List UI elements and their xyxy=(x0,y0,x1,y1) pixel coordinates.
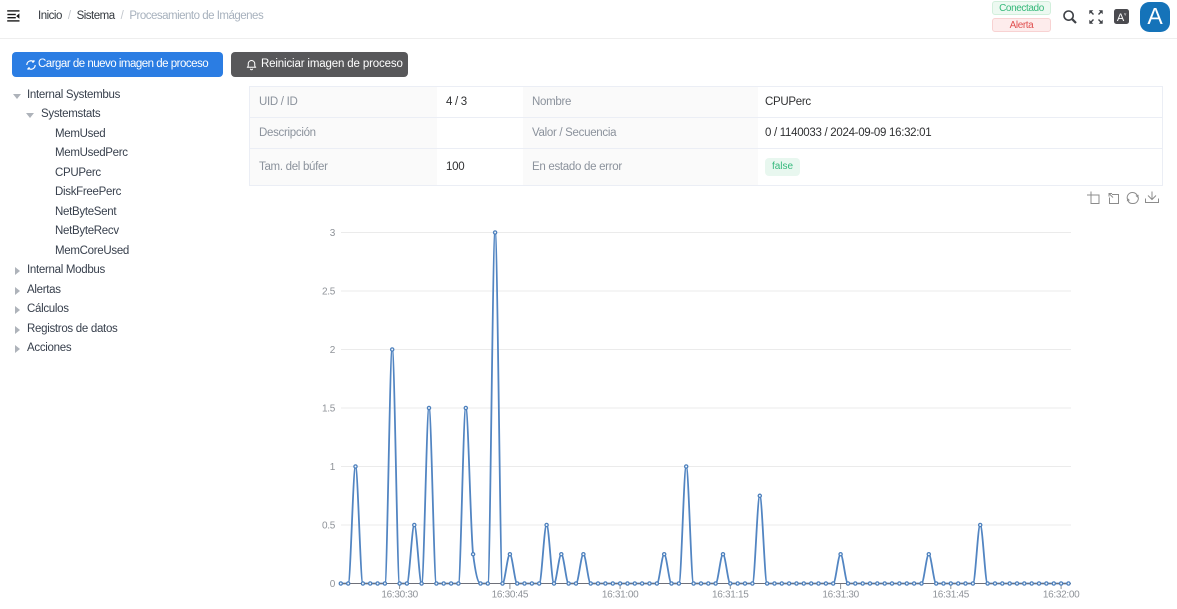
svg-text:1.5: 1.5 xyxy=(322,404,336,415)
svg-text:0.5: 0.5 xyxy=(322,521,336,532)
svg-text:2: 2 xyxy=(330,345,336,356)
svg-text:16:31:00: 16:31:00 xyxy=(602,590,639,601)
svg-text:16:31:45: 16:31:45 xyxy=(933,590,970,601)
svg-text:16:30:45: 16:30:45 xyxy=(492,590,529,601)
svg-text:16:30:30: 16:30:30 xyxy=(381,590,418,601)
svg-text:2.5: 2.5 xyxy=(322,287,336,298)
svg-text:1: 1 xyxy=(330,462,336,473)
svg-text:16:31:15: 16:31:15 xyxy=(712,590,749,601)
svg-text:16:32:00: 16:32:00 xyxy=(1043,590,1080,601)
svg-text:0: 0 xyxy=(330,579,336,590)
svg-text:16:31:30: 16:31:30 xyxy=(822,590,859,601)
svg-text:3: 3 xyxy=(330,228,336,239)
